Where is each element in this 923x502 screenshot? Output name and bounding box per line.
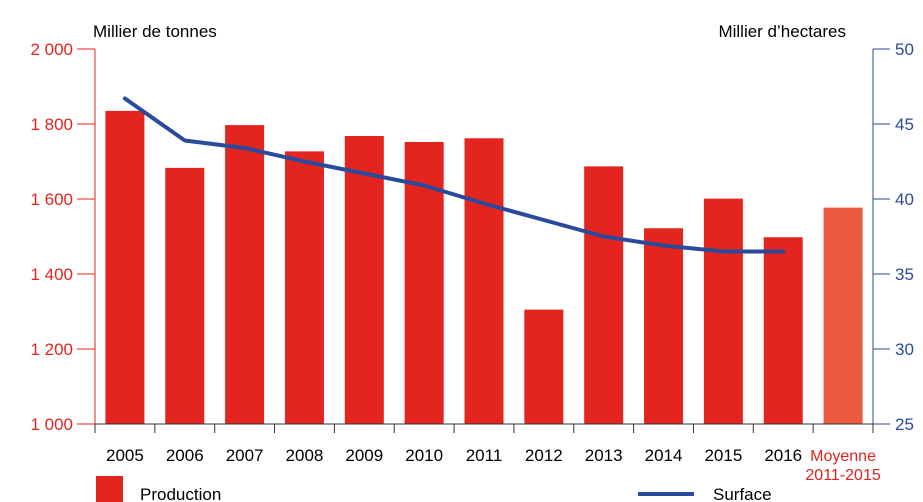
right-axis-title: Millier d’hectares bbox=[718, 22, 846, 41]
x-tick-label: Moyenne 2011-2015 bbox=[805, 448, 880, 484]
x-tick-label-line: 2008 bbox=[286, 446, 324, 465]
x-axis: 2005 2006 2007 2008 2009 2010 2011 2012 2013 2014… bbox=[94, 423, 881, 484]
left-tick-label: 1 200 bbox=[30, 340, 73, 359]
bar-moyenne-2011-2015 bbox=[823, 207, 863, 424]
left-tick-label: 1 600 bbox=[30, 190, 73, 209]
right-tick-label: 50 bbox=[895, 40, 914, 59]
x-tick-label: 2013 bbox=[585, 446, 623, 465]
left-tick-label: 1 400 bbox=[30, 265, 73, 284]
legend-swatch-production bbox=[96, 476, 123, 502]
x-tick-label-line: Moyenne bbox=[810, 448, 876, 465]
surface-line bbox=[122, 96, 786, 254]
x-tick-label-line: 2014 bbox=[645, 446, 683, 465]
x-tick-label-line: 2012 bbox=[525, 446, 563, 465]
right-tick-label: 30 bbox=[895, 340, 914, 359]
x-tick-label: 2012 bbox=[525, 446, 563, 465]
right-tick-label: 25 bbox=[895, 415, 914, 434]
bar-2006 bbox=[165, 167, 205, 424]
legend-label-surface: Surface bbox=[713, 485, 772, 502]
x-tick-label: 2007 bbox=[226, 446, 264, 465]
bar-2012 bbox=[524, 309, 564, 424]
legend: Production Surface bbox=[96, 476, 772, 502]
x-tick-label: 2006 bbox=[166, 446, 204, 465]
right-tick-label: 35 bbox=[895, 265, 914, 284]
x-tick-label-line: 2005 bbox=[106, 446, 144, 465]
x-tick-label: 2016 bbox=[764, 446, 802, 465]
legend-label-production: Production bbox=[140, 485, 221, 502]
x-tick-label: 2009 bbox=[345, 446, 383, 465]
right-tick-label: 45 bbox=[895, 115, 914, 134]
bar-2011 bbox=[464, 138, 504, 424]
x-tick-label: 2005 bbox=[106, 446, 144, 465]
x-tick-label-line: 2007 bbox=[226, 446, 264, 465]
right-tick-label: 40 bbox=[895, 190, 914, 209]
x-tick-label: 2010 bbox=[405, 446, 443, 465]
x-tick-label-line: 2015 bbox=[704, 446, 742, 465]
bar-2016 bbox=[763, 237, 803, 424]
left-tick-label: 2 000 bbox=[30, 40, 73, 59]
bar-2009 bbox=[344, 136, 384, 424]
bar-2013 bbox=[584, 166, 624, 424]
x-tick-label-line: 2006 bbox=[166, 446, 204, 465]
x-tick-label-line: 2010 bbox=[405, 446, 443, 465]
line-group bbox=[122, 96, 786, 254]
bar-2014 bbox=[644, 228, 684, 424]
left-axis: 1 000 1 200 1 400 1 600 1 800 2 000 bbox=[30, 40, 96, 434]
x-tick-label-line: 2011-2015 bbox=[805, 467, 880, 484]
x-tick-label: 2011 bbox=[466, 446, 503, 465]
right-axis: 25 30 35 40 45 50 bbox=[872, 40, 914, 434]
x-tick-label: 2008 bbox=[286, 446, 324, 465]
bar-2007 bbox=[225, 125, 265, 424]
bar-2005 bbox=[105, 110, 145, 424]
bar-2015 bbox=[703, 198, 743, 424]
x-tick-label: 2015 bbox=[704, 446, 742, 465]
left-tick-label: 1 800 bbox=[30, 115, 73, 134]
bar-2008 bbox=[284, 151, 324, 424]
x-tick-label-line: 2016 bbox=[764, 446, 802, 465]
left-axis-title: Millier de tonnes bbox=[93, 22, 217, 41]
x-tick-label: 2014 bbox=[645, 446, 683, 465]
x-tick-label-line: 2009 bbox=[345, 446, 383, 465]
bar-group bbox=[105, 110, 863, 424]
x-tick-label-line: 2011 bbox=[466, 446, 503, 465]
x-tick-label-line: 2013 bbox=[585, 446, 623, 465]
left-tick-label: 1 000 bbox=[30, 415, 73, 434]
